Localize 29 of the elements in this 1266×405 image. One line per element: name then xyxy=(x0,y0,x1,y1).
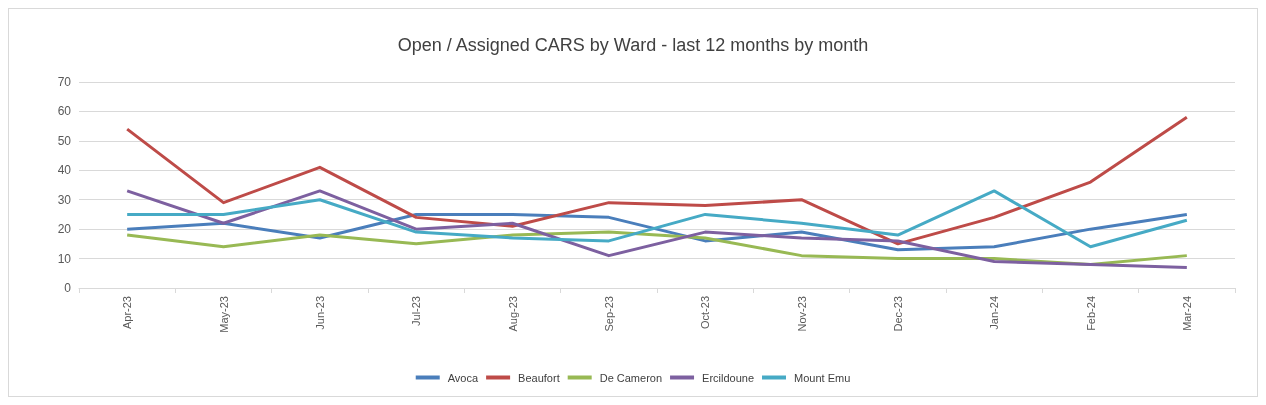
legend-label: De Cameron xyxy=(599,371,663,384)
x-tick-label: Sep-23 xyxy=(602,296,615,332)
y-tick-label: 10 xyxy=(57,251,72,266)
x-tick-label: Apr-23 xyxy=(121,296,134,330)
chart-title: Open / Assigned CARS by Ward - last 12 months by month xyxy=(397,35,869,55)
x-tick-label: Aug-23 xyxy=(506,296,519,332)
legend-label: Beaufort xyxy=(518,371,560,384)
y-tick-label: 60 xyxy=(57,104,72,119)
x-tick-label: Feb-24 xyxy=(1084,296,1097,331)
y-tick-label: 40 xyxy=(57,163,72,178)
y-tick-label: 50 xyxy=(57,133,72,148)
y-tick-label: 20 xyxy=(57,222,72,237)
line-series xyxy=(125,189,1189,269)
y-tick-label: 70 xyxy=(57,75,72,89)
x-tick-label: Nov-23 xyxy=(795,296,808,332)
x-tick-label: Jul-23 xyxy=(410,296,423,326)
y-tick-label: 30 xyxy=(57,192,72,207)
line-series xyxy=(125,189,1189,249)
x-tick-label: Dec-23 xyxy=(891,296,904,332)
x-tick-label: Mar-24 xyxy=(1180,296,1193,331)
y-tick-label: 0 xyxy=(64,281,72,295)
legend-label: Avoca xyxy=(447,371,479,384)
x-tick-label: Jan-24 xyxy=(988,296,1001,330)
x-tick-label: Oct-23 xyxy=(699,296,712,330)
x-tick-label: Jun-23 xyxy=(313,296,326,330)
legend-label: Mount Emu xyxy=(794,371,851,384)
legend-label: Ercildoune xyxy=(702,371,755,384)
x-tick-label: May-23 xyxy=(217,296,230,333)
line-series xyxy=(125,115,1189,246)
